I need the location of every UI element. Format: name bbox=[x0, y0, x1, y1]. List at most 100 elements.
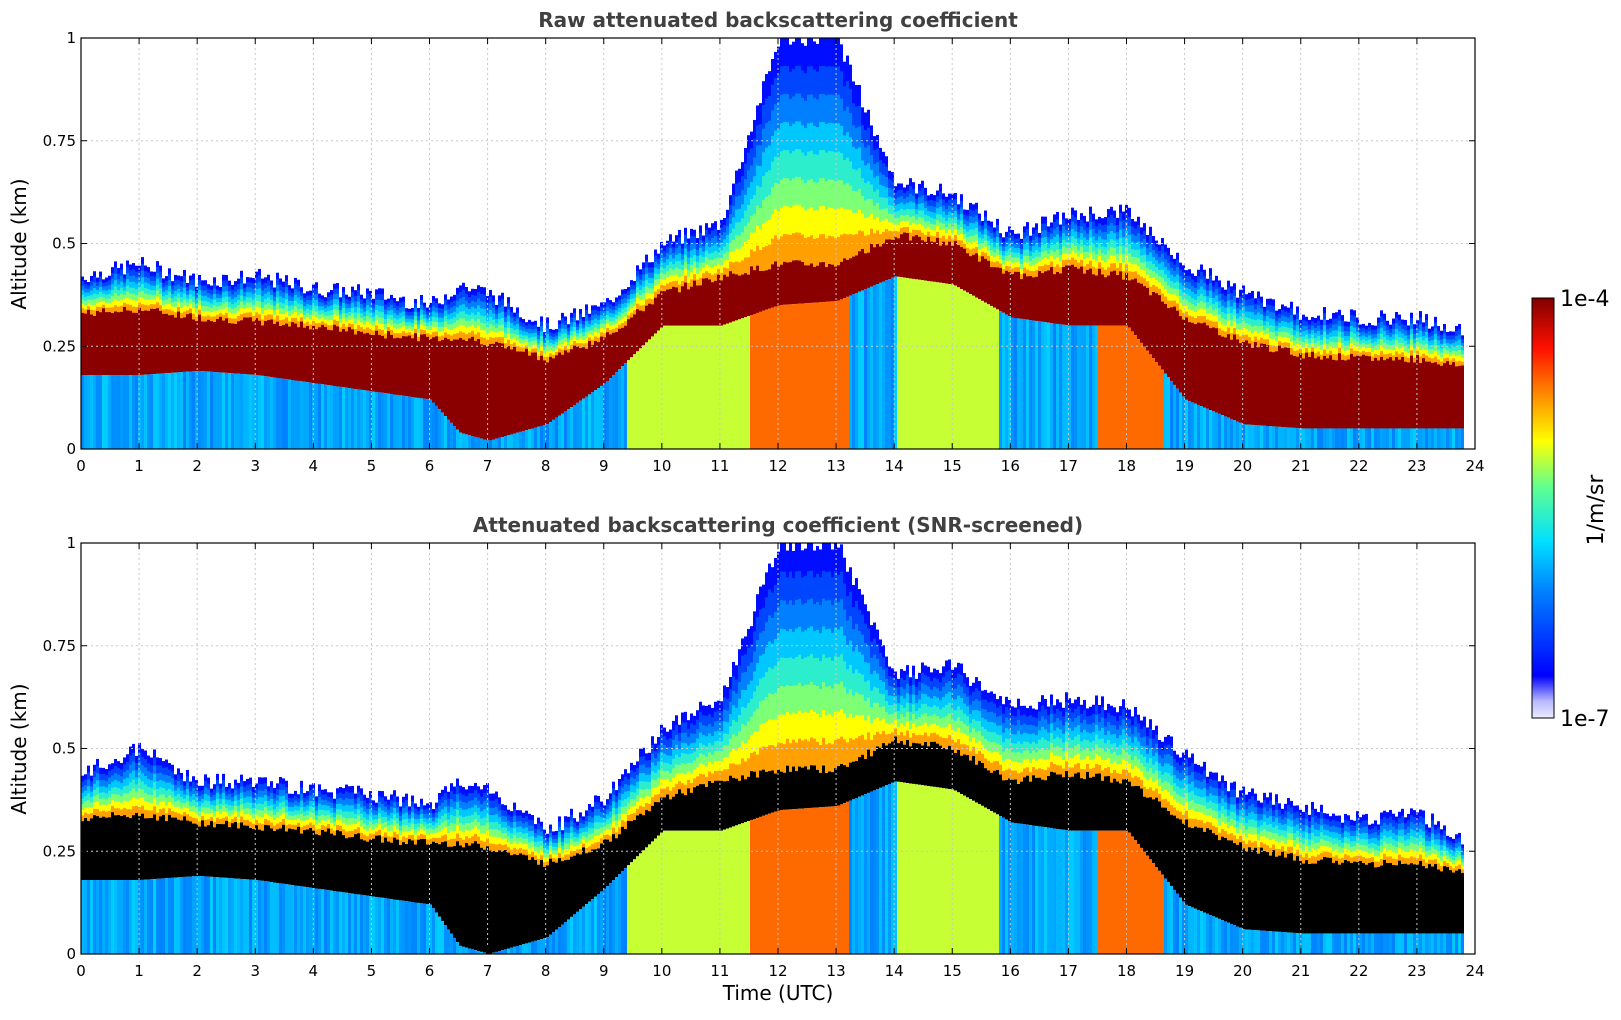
heatmap-cell bbox=[1017, 238, 1020, 244]
heatmap-cell bbox=[279, 278, 282, 285]
heatmap-cell bbox=[1446, 357, 1449, 362]
heatmap-cell bbox=[84, 279, 87, 285]
heatmap-cell bbox=[132, 761, 135, 772]
heatmap-cell bbox=[1356, 327, 1359, 333]
heatmap-cell bbox=[849, 185, 852, 211]
heatmap-cell bbox=[1095, 268, 1098, 277]
heatmap-cell bbox=[1425, 343, 1428, 351]
heatmap-cell bbox=[537, 355, 540, 361]
heatmap-cell bbox=[510, 312, 513, 319]
heatmap-cell bbox=[1332, 312, 1335, 320]
heatmap-cell bbox=[804, 155, 807, 184]
heatmap-cell bbox=[177, 372, 180, 449]
heatmap-cell bbox=[597, 337, 600, 343]
heatmap-cell bbox=[90, 375, 93, 449]
heatmap-cell bbox=[135, 763, 138, 771]
heatmap-cell bbox=[1224, 289, 1227, 297]
heatmap-cell bbox=[1311, 330, 1314, 335]
heatmap-cell bbox=[978, 219, 981, 227]
heatmap-cell bbox=[1080, 213, 1083, 221]
heatmap-cell bbox=[693, 325, 696, 449]
heatmap-cell bbox=[96, 375, 99, 449]
heatmap-cell bbox=[183, 293, 186, 301]
heatmap-cell bbox=[588, 317, 591, 322]
heatmap-cell bbox=[1002, 264, 1005, 270]
heatmap-cell bbox=[714, 273, 717, 282]
heatmap-cell bbox=[1002, 269, 1005, 275]
heatmap-cell bbox=[1296, 344, 1299, 351]
heatmap-cell bbox=[1020, 279, 1023, 319]
heatmap-cell bbox=[1059, 236, 1062, 244]
heatmap-cell bbox=[1110, 325, 1113, 449]
heatmap-cell bbox=[552, 336, 555, 341]
heatmap-cell bbox=[1284, 321, 1287, 328]
heatmap-cell bbox=[1116, 217, 1119, 226]
heatmap-cell bbox=[84, 300, 87, 306]
heatmap-cell bbox=[1146, 234, 1149, 243]
heatmap-cell bbox=[549, 353, 552, 358]
heatmap-cell bbox=[615, 372, 618, 449]
heatmap-cell bbox=[1449, 331, 1452, 336]
heatmap-cell bbox=[1272, 312, 1275, 320]
heatmap-cell bbox=[954, 216, 957, 224]
heatmap-cell bbox=[1314, 333, 1317, 339]
heatmap-cell bbox=[1023, 226, 1026, 233]
heatmap-cell bbox=[693, 236, 696, 243]
heatmap-cell bbox=[873, 219, 876, 234]
y-tick-label: 0.5 bbox=[52, 235, 76, 253]
heatmap-cell bbox=[144, 299, 147, 306]
heatmap-cell bbox=[237, 305, 240, 312]
heatmap-cell bbox=[1323, 325, 1326, 332]
heatmap-cell bbox=[1200, 301, 1203, 310]
heatmap-cell bbox=[879, 209, 882, 223]
heatmap-cell bbox=[93, 764, 96, 772]
heatmap-cell bbox=[411, 330, 414, 336]
heatmap-cell bbox=[1191, 304, 1194, 311]
heatmap-cell bbox=[843, 184, 846, 210]
heatmap-cell bbox=[375, 304, 378, 311]
heatmap-cell bbox=[834, 266, 837, 302]
heatmap-cell bbox=[1428, 353, 1431, 358]
heatmap-cell bbox=[1179, 282, 1182, 290]
heatmap-cell bbox=[1092, 213, 1095, 222]
heatmap-cell bbox=[699, 325, 702, 449]
heatmap-cell bbox=[1224, 319, 1227, 326]
heatmap-cell bbox=[1416, 337, 1419, 343]
heatmap-cell bbox=[513, 342, 516, 348]
heatmap-cell bbox=[879, 184, 882, 198]
heatmap-cell bbox=[132, 743, 135, 754]
heatmap-cell bbox=[87, 288, 90, 293]
heatmap-cell bbox=[1383, 360, 1386, 429]
heatmap-cell bbox=[591, 330, 594, 336]
heatmap-cell bbox=[879, 160, 882, 174]
heatmap-cell bbox=[102, 308, 105, 376]
heatmap-cell bbox=[633, 306, 636, 311]
heatmap-cell bbox=[1149, 226, 1152, 236]
heatmap-cell bbox=[1413, 348, 1416, 354]
heatmap-cell bbox=[726, 276, 729, 324]
heatmap-cell bbox=[975, 202, 978, 210]
heatmap-cell bbox=[1311, 334, 1314, 340]
heatmap-cell bbox=[1428, 328, 1431, 334]
heatmap-cell bbox=[804, 100, 807, 129]
heatmap-cell bbox=[87, 807, 90, 815]
heatmap-cell bbox=[1236, 297, 1239, 304]
heatmap-cell bbox=[273, 292, 276, 298]
heatmap-cell bbox=[870, 140, 873, 156]
heatmap-cell bbox=[261, 302, 264, 309]
heatmap-cell bbox=[471, 330, 474, 338]
heatmap-cell bbox=[906, 214, 909, 222]
heatmap-cell bbox=[168, 280, 171, 287]
heatmap-cell bbox=[534, 348, 537, 353]
heatmap-cell bbox=[1236, 308, 1239, 314]
heatmap-cell bbox=[1386, 349, 1389, 355]
heatmap-cell bbox=[576, 326, 579, 331]
heatmap-cell bbox=[531, 344, 534, 350]
heatmap-cell bbox=[189, 275, 192, 281]
heatmap-cell bbox=[1278, 327, 1281, 333]
heatmap-cell bbox=[768, 95, 771, 122]
heatmap-cell bbox=[1107, 233, 1110, 243]
heatmap-cell bbox=[1398, 359, 1401, 429]
heatmap-cell bbox=[129, 264, 132, 271]
heatmap-cell bbox=[492, 307, 495, 315]
